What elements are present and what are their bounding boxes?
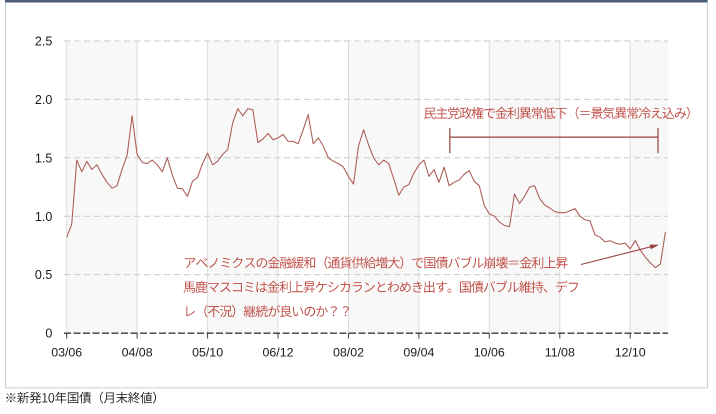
svg-text:06/12: 06/12 bbox=[262, 346, 293, 360]
svg-text:09/04: 09/04 bbox=[403, 346, 434, 360]
svg-text:0.5: 0.5 bbox=[35, 268, 52, 282]
svg-text:1.5: 1.5 bbox=[35, 151, 52, 165]
svg-text:12/10: 12/10 bbox=[615, 346, 646, 360]
svg-text:1.0: 1.0 bbox=[35, 210, 52, 224]
svg-text:2.0: 2.0 bbox=[35, 93, 52, 107]
svg-text:08/02: 08/02 bbox=[333, 346, 364, 360]
svg-text:11/08: 11/08 bbox=[545, 346, 575, 360]
svg-text:05/10: 05/10 bbox=[192, 346, 223, 360]
svg-text:10/06: 10/06 bbox=[474, 346, 505, 360]
svg-text:03/06: 03/06 bbox=[51, 346, 82, 360]
svg-text:04/08: 04/08 bbox=[122, 346, 153, 360]
svg-text:0: 0 bbox=[45, 327, 52, 341]
svg-text:2.5: 2.5 bbox=[35, 35, 52, 49]
